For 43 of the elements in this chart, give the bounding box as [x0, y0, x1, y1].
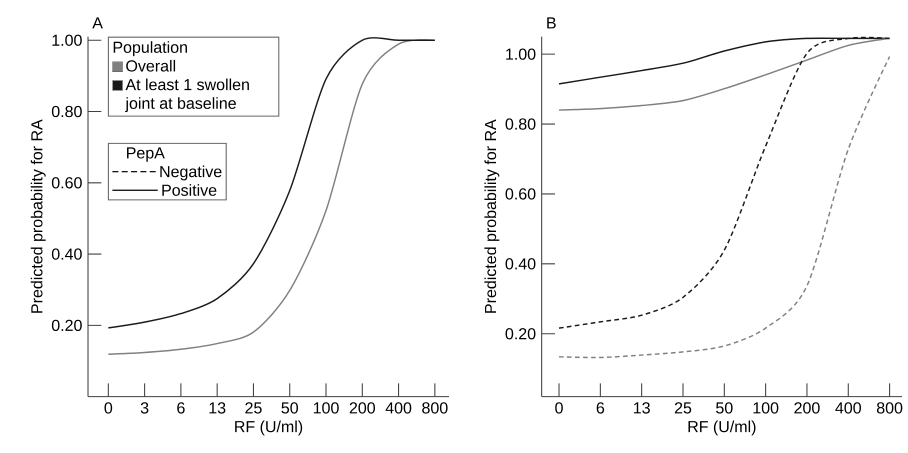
x-tick-label: 0 — [555, 402, 563, 414]
x-tick-label: 25 — [674, 402, 692, 414]
y-tick-label: 1.00 — [52, 34, 82, 46]
y-tick-label: 0.40 — [506, 258, 536, 270]
y-tick-label: 0.60 — [52, 177, 82, 188]
x-tick-label: 6 — [596, 402, 604, 414]
y-tick-label: 1.00 — [506, 48, 536, 60]
y-tick-label: 0.40 — [52, 248, 82, 260]
x-tick-label: 6 — [177, 402, 185, 414]
legend-label: Overall — [126, 60, 176, 72]
annotation: PepA — [127, 147, 165, 162]
y-tick-label: 0.80 — [506, 118, 536, 130]
x-tick-label: 200 — [350, 402, 376, 414]
x-tick-label: 50 — [281, 402, 298, 414]
line-series — [558, 38, 890, 111]
annotation: Negative — [160, 165, 222, 180]
legend-title: Population — [114, 41, 187, 56]
x-axis-title: RF (U/ml) — [688, 420, 756, 436]
y-tick-label: 0.60 — [506, 188, 536, 200]
x-tick-label: 25 — [245, 402, 262, 414]
x-axis-title: RF (U/ml) — [235, 420, 302, 436]
x-tick-label: 800 — [876, 402, 902, 414]
legend-label: At least 1 swollen joint at baseline — [125, 78, 249, 112]
x-tick-label: 100 — [754, 402, 778, 414]
x-tick-label: 50 — [716, 402, 733, 414]
x-tick-label: 100 — [314, 402, 339, 414]
x-tick-label: 200 — [794, 402, 820, 414]
x-tick-label: 13 — [209, 402, 226, 414]
annotation: Positive — [162, 184, 216, 196]
y-axis-title: Predicted probability for RA — [30, 119, 46, 313]
x-tick-label: 13 — [634, 402, 650, 414]
y-tick-label: 0.20 — [506, 328, 536, 340]
y-tick-label: 0.80 — [52, 106, 82, 118]
x-tick-label: 800 — [422, 402, 448, 414]
y-axis-title: Predicted probability for RA — [484, 119, 500, 313]
y-tick-label: 0.20 — [52, 320, 82, 332]
x-tick-label: 0 — [104, 402, 112, 414]
x-tick-label: 400 — [386, 402, 412, 414]
line-series — [558, 56, 890, 358]
chart-title: A — [92, 17, 103, 28]
chart-title: B — [547, 17, 556, 28]
x-tick-label: 3 — [140, 402, 148, 414]
x-tick-label: 400 — [835, 402, 861, 414]
